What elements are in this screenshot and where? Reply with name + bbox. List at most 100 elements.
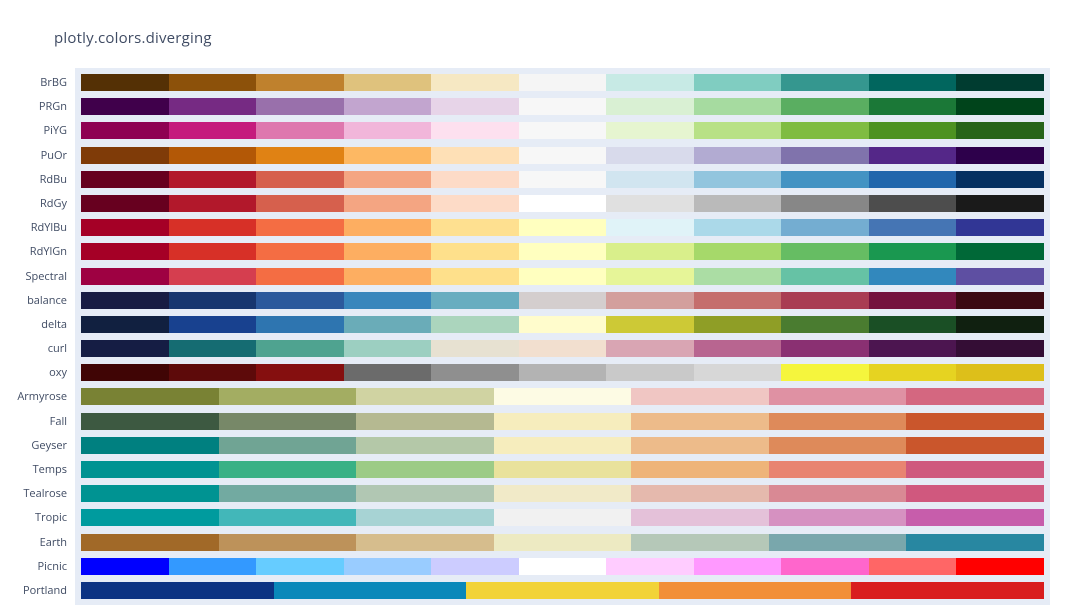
- swatch: [781, 316, 869, 333]
- swatch: [494, 388, 632, 405]
- swatch-strip: [81, 485, 1044, 502]
- swatch: [356, 534, 494, 551]
- swatch: [519, 195, 607, 212]
- swatch-strip: [81, 195, 1044, 212]
- swatch: [344, 268, 432, 285]
- swatch: [81, 122, 169, 139]
- swatch-row-label: PuOr: [41, 148, 67, 163]
- swatch: [466, 582, 659, 599]
- swatch: [769, 509, 907, 526]
- swatch: [81, 243, 169, 260]
- swatch: [694, 171, 782, 188]
- swatch: [344, 316, 432, 333]
- swatch: [869, 74, 957, 91]
- swatch: [81, 582, 274, 599]
- swatch: [344, 292, 432, 309]
- swatch: [256, 316, 344, 333]
- swatch: [169, 122, 257, 139]
- swatch: [769, 461, 907, 478]
- swatch-row: PiYG: [81, 122, 1044, 139]
- swatch: [631, 534, 769, 551]
- swatch: [169, 558, 257, 575]
- swatch: [494, 509, 632, 526]
- swatch-row: Fall: [81, 413, 1044, 430]
- swatch: [606, 243, 694, 260]
- swatch-row-label: Temps: [33, 462, 67, 477]
- swatch: [781, 243, 869, 260]
- swatch-strip: [81, 437, 1044, 454]
- swatch-row: Earth: [81, 534, 1044, 551]
- swatch: [169, 98, 257, 115]
- swatch: [169, 147, 257, 164]
- swatch: [519, 98, 607, 115]
- swatch-row-label: Earth: [40, 535, 67, 550]
- swatch: [494, 437, 632, 454]
- swatch: [494, 413, 632, 430]
- plot-area: BrBGPRGnPiYGPuOrRdBuRdGyRdYlBuRdYlGnSpec…: [75, 68, 1050, 605]
- swatch: [906, 509, 1044, 526]
- swatch: [869, 171, 957, 188]
- swatch-row-label: balance: [27, 293, 67, 308]
- swatch: [256, 292, 344, 309]
- swatch-strip: [81, 292, 1044, 309]
- swatch: [81, 292, 169, 309]
- swatch: [606, 171, 694, 188]
- swatch: [344, 364, 432, 381]
- chart-title: plotly.colors.diverging: [54, 28, 1056, 48]
- swatch: [356, 388, 494, 405]
- swatch: [606, 195, 694, 212]
- swatch: [344, 340, 432, 357]
- swatch-row-label: RdYlBu: [31, 220, 67, 235]
- swatch: [219, 413, 357, 430]
- swatch-strip: [81, 74, 1044, 91]
- swatch: [219, 485, 357, 502]
- swatch: [519, 243, 607, 260]
- swatch: [869, 558, 957, 575]
- swatch-row-label: Armyrose: [17, 389, 67, 404]
- swatch: [694, 219, 782, 236]
- swatch: [356, 485, 494, 502]
- swatch-strip: [81, 268, 1044, 285]
- swatch: [81, 461, 219, 478]
- swatch: [431, 147, 519, 164]
- swatch: [956, 122, 1044, 139]
- colorscale-swatch-chart: plotly.colors.diverging BrBGPRGnPiYGPuOr…: [0, 0, 1080, 615]
- swatch-row: RdBu: [81, 171, 1044, 188]
- swatch: [956, 558, 1044, 575]
- swatch: [81, 558, 169, 575]
- swatch: [519, 316, 607, 333]
- swatch-strip: [81, 558, 1044, 575]
- swatch: [169, 340, 257, 357]
- swatch-row: Tropic: [81, 509, 1044, 526]
- swatch: [906, 461, 1044, 478]
- swatch-row-label: Tealrose: [23, 486, 67, 501]
- swatch: [256, 243, 344, 260]
- swatch-row-label: BrBG: [40, 75, 67, 90]
- swatch: [869, 364, 957, 381]
- swatch: [256, 219, 344, 236]
- swatch: [906, 534, 1044, 551]
- swatch-row-label: curl: [48, 341, 67, 356]
- swatch: [344, 74, 432, 91]
- swatch: [606, 219, 694, 236]
- swatch: [81, 388, 219, 405]
- swatch-row-label: Fall: [50, 414, 67, 429]
- swatch: [519, 292, 607, 309]
- swatch: [519, 340, 607, 357]
- swatch: [344, 147, 432, 164]
- swatch: [169, 243, 257, 260]
- swatch: [694, 268, 782, 285]
- swatch: [781, 292, 869, 309]
- swatch: [956, 195, 1044, 212]
- swatch-strip: [81, 413, 1044, 430]
- swatch-row-label: delta: [41, 317, 67, 332]
- swatch: [219, 437, 357, 454]
- swatch: [781, 364, 869, 381]
- swatch: [431, 171, 519, 188]
- swatch: [694, 122, 782, 139]
- swatch: [219, 461, 357, 478]
- swatch: [606, 122, 694, 139]
- swatch: [694, 98, 782, 115]
- swatch: [631, 461, 769, 478]
- swatch: [606, 316, 694, 333]
